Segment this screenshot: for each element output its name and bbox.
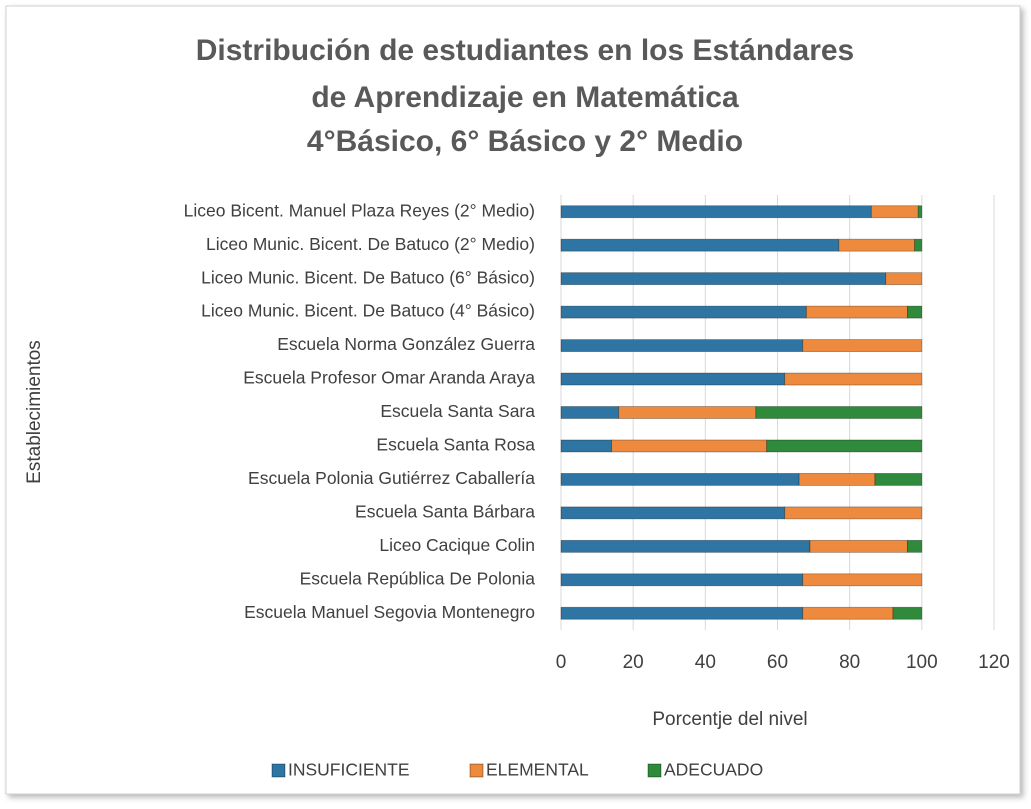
bar-segment: [560, 205, 872, 219]
bar-segment: [907, 539, 923, 553]
bar-segment: [914, 238, 923, 252]
y-tick-label: Escuela Profesor Omar Aranda Araya: [243, 368, 535, 388]
bar-segment: [560, 473, 800, 486]
legend-label: ELEMENTAL: [486, 760, 589, 780]
bar-segment: [870, 205, 919, 219]
y-tick-label: Escuela Santa Bárbara: [355, 502, 535, 522]
chart-title: Distribución de estudiantes en los Están…: [196, 34, 855, 67]
y-tick-label: Liceo Bicent. Manuel Plaza Reyes (2° Med…: [184, 200, 535, 220]
bar-segment: [560, 573, 804, 587]
bar-segment: [560, 606, 804, 620]
bar-segment: [560, 439, 612, 453]
chart-title: de Aprendizaje en Matemática: [311, 81, 739, 114]
bar-segment: [560, 539, 811, 553]
x-tick-label: 20: [623, 652, 644, 673]
y-tick-label: Liceo Munic. Bicent. De Batuco (6° Básic…: [201, 267, 535, 287]
bar-segment: [560, 406, 620, 419]
bar-segment: [560, 272, 887, 286]
bar-segment: [784, 506, 923, 520]
y-axis-label: Establecimientos: [24, 340, 45, 484]
bar-segment: [917, 205, 923, 219]
bar-segment: [802, 606, 894, 620]
x-tick-label: 60: [767, 652, 788, 673]
bar-segment: [885, 272, 923, 286]
bar-segment: [560, 339, 804, 352]
bar-segment: [618, 406, 757, 419]
y-tick-label: Liceo Cacique Colin: [379, 535, 535, 555]
bar-segment: [802, 573, 923, 587]
bar-segment: [784, 372, 923, 386]
frame: [5, 5, 1021, 795]
x-tick-label: 80: [839, 652, 860, 673]
legend-swatch: [271, 763, 286, 778]
y-tick-label: Escuela Santa Sara: [380, 401, 535, 421]
y-tick-label: Escuela Manuel Segovia Montenegro: [244, 602, 535, 622]
x-tick-label: 100: [906, 652, 938, 673]
legend-swatch: [647, 763, 662, 778]
chart-title: 4°Básico, 6° Básico y 2° Medio: [307, 125, 743, 158]
y-tick-label: Escuela Polonia Gutiérrez Caballería: [248, 468, 535, 488]
x-tick-label: 0: [556, 652, 567, 673]
bar-segment: [874, 473, 923, 486]
y-tick-label: Escuela Santa Rosa: [376, 435, 535, 455]
bar-segment: [892, 606, 923, 620]
bar-segment: [809, 539, 908, 553]
legend-label: INSUFICIENTE: [288, 760, 410, 780]
bar-segment: [611, 439, 768, 453]
y-tick-label: Liceo Munic. Bicent. De Batuco (2° Medio…: [206, 234, 535, 254]
x-tick-label: 40: [695, 652, 716, 673]
bar-segment: [838, 238, 916, 252]
bar-segment: [798, 473, 876, 486]
x-axis-label: Porcentje del nivel: [652, 709, 807, 730]
y-tick-label: Escuela Norma González Guerra: [277, 334, 535, 354]
bar-segment: [802, 339, 923, 352]
legend-swatch: [469, 763, 484, 778]
bar-segment: [805, 305, 908, 319]
bar-segment: [907, 305, 923, 319]
bar-segment: [560, 305, 807, 319]
bar-segment: [755, 406, 923, 419]
y-tick-label: Escuela República De Polonia: [300, 568, 536, 588]
x-tick-label: 120: [978, 652, 1010, 673]
y-tick-label: Liceo Munic. Bicent. De Batuco (4° Básic…: [201, 301, 535, 321]
bar-segment: [766, 439, 923, 453]
bar-segment: [560, 238, 840, 252]
bar-segment: [560, 506, 786, 520]
bar-segment: [560, 372, 786, 386]
legend-label: ADECUADO: [664, 760, 763, 780]
